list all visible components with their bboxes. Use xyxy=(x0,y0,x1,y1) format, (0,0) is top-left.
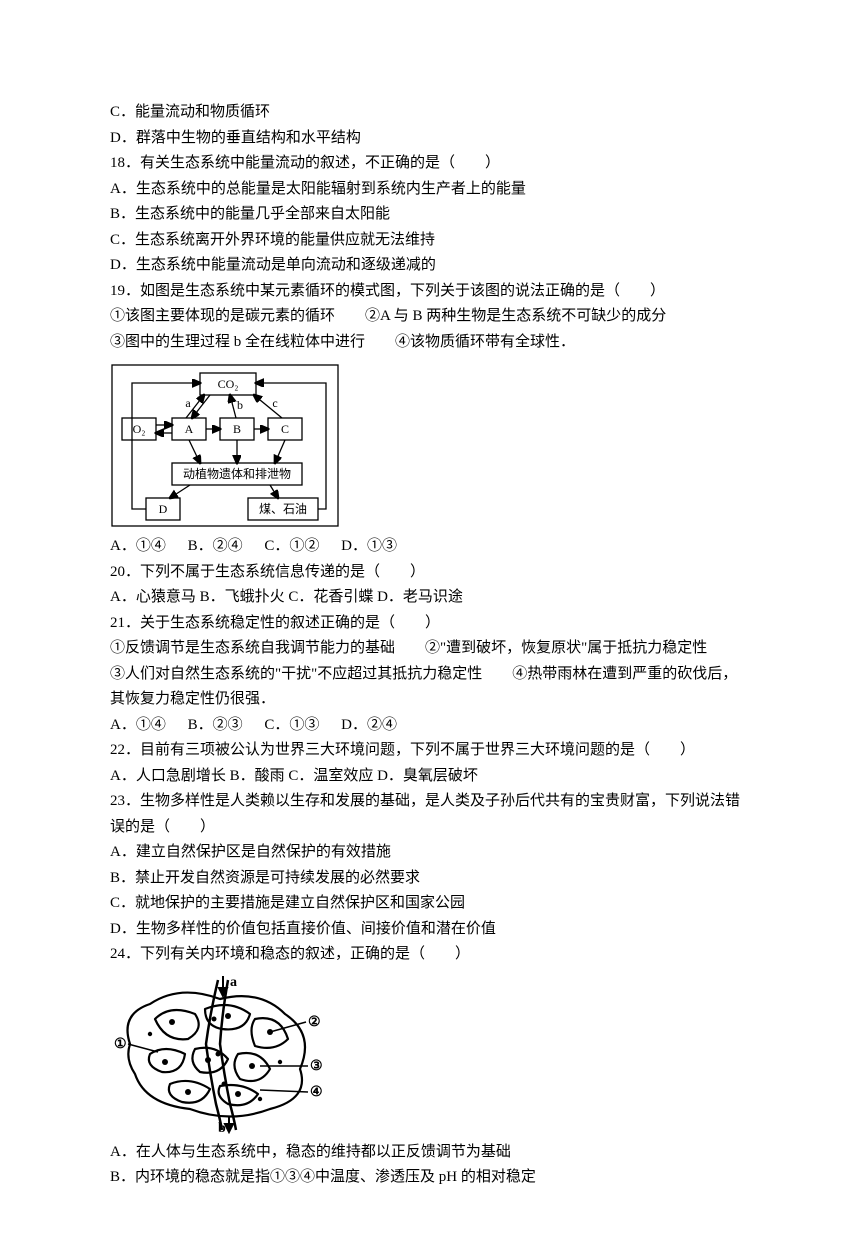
cycle-diagram: CO₂ O₂ A B C 动植物遗体和排泄物 D 煤、石油 a b c xyxy=(110,363,750,528)
option-19-c: C．①② xyxy=(264,538,319,554)
options-19: A．①④ B．②④ C．①② D．①③ xyxy=(110,534,750,560)
option-19-b: B．②④ xyxy=(188,538,243,554)
question-24: 24．下列有关内环境和稳态的叙述，正确的是（ ） xyxy=(110,942,750,968)
label-circle-1: ① xyxy=(114,1037,127,1052)
label-co2: CO₂ xyxy=(218,377,239,391)
option-a-24: A．在人体与生态系统中，稳态的维持都以正反馈调节为基础 xyxy=(110,1140,750,1166)
label-circle-2: ② xyxy=(308,1015,321,1030)
option-c-18: C．生态系统离开外界环境的能量供应就无法维持 xyxy=(110,228,750,254)
label-a-arrow: a xyxy=(230,975,237,990)
label-A: A xyxy=(185,422,194,436)
label-D: D xyxy=(159,502,168,516)
question-22: 22．目前有三项被公认为世界三大环境问题，下列不属于世界三大环境问题的是（ ） xyxy=(110,738,750,764)
question-23-stem: 23．生物多样性是人类赖以生存和发展的基础，是人类及子孙后代共有的宝贵财富，下列… xyxy=(110,789,750,840)
option-21-c: C．①③ xyxy=(264,717,319,733)
option-19-d: D．①③ xyxy=(341,538,397,554)
option-c-17: C．能量流动和物质循环 xyxy=(110,100,750,126)
edge-label-b: b xyxy=(237,398,243,412)
question-21-stem: 21．关于生态系统稳定性的叙述正确的是（ ） xyxy=(110,611,750,637)
label-o2: O₂ xyxy=(133,422,146,436)
edge-label-a: a xyxy=(185,396,191,410)
option-21-b: B．②③ xyxy=(188,717,243,733)
option-d-23: D．生物多样性的价值包括直接价值、间接价值和潜在价值 xyxy=(110,917,750,943)
option-21-a: A．①④ xyxy=(110,717,166,733)
label-remains: 动植物遗体和排泄物 xyxy=(183,466,291,481)
option-c-23: C．就地保护的主要措施是建立自然保护区和国家公园 xyxy=(110,891,750,917)
options-20: A．心猿意马 B．飞蛾扑火 C．花香引蝶 D．老马识途 xyxy=(110,585,750,611)
label-circle-3: ③ xyxy=(310,1059,323,1074)
question-19-line1: 19．如图是生态系统中某元素循环的模式图，下列关于该图的说法正确的是（ ） xyxy=(110,279,750,305)
question-21-body: ①反馈调节是生态系统自我调节能力的基础 ②"遭到破坏，恢复原状"属于抵抗力稳定性… xyxy=(110,636,750,713)
tissue-diagram: a b ① ② ③ ④ xyxy=(110,974,750,1134)
question-18: 18．有关生态系统中能量流动的叙述，不正确的是（ ） xyxy=(110,151,750,177)
question-20: 20．下列不属于生态系统信息传递的是（ ） xyxy=(110,560,750,586)
question-19-line3: ③图中的生理过程 b 全在线粒体中进行 ④该物质循环带有全球性． xyxy=(110,330,750,356)
label-coal: 煤、石油 xyxy=(259,502,307,516)
label-B: B xyxy=(233,422,241,436)
option-19-a: A．①④ xyxy=(110,538,166,554)
label-C: C xyxy=(281,422,289,436)
option-b-24: B．内环境的稳态就是指①③④中温度、渗透压及 pH 的相对稳定 xyxy=(110,1165,750,1191)
options-22: A．人口急剧增长 B．酸雨 C．温室效应 D．臭氧层破坏 xyxy=(110,764,750,790)
option-b-18: B．生态系统中的能量几乎全部来自太阳能 xyxy=(110,202,750,228)
options-21: A．①④ B．②③ C．①③ D．②④ xyxy=(110,713,750,739)
option-a-18: A．生态系统中的总能量是太阳能辐射到系统内生产者上的能量 xyxy=(110,177,750,203)
option-21-d: D．②④ xyxy=(341,717,397,733)
question-19-line2: ①该图主要体现的是碳元素的循环 ②A 与 B 两种生物是生态系统不可缺少的成分 xyxy=(110,304,750,330)
label-circle-4: ④ xyxy=(310,1085,323,1100)
edge-label-c: c xyxy=(272,396,277,410)
option-a-23: A．建立自然保护区是自然保护的有效措施 xyxy=(110,840,750,866)
option-b-23: B．禁止开发自然资源是可持续发展的必然要求 xyxy=(110,866,750,892)
label-b-arrow: b xyxy=(218,1121,226,1134)
option-d-18: D．生态系统中能量流动是单向流动和逐级递减的 xyxy=(110,253,750,279)
option-d-17: D．群落中生物的垂直结构和水平结构 xyxy=(110,126,750,152)
